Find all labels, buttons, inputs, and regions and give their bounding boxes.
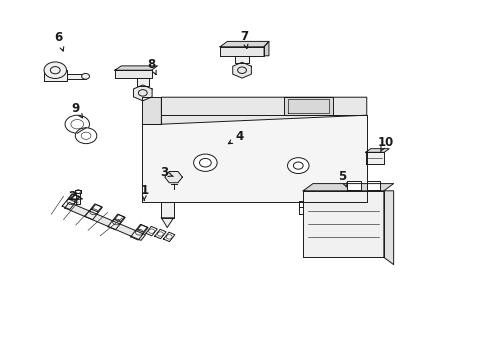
Polygon shape bbox=[142, 97, 161, 124]
Text: 6: 6 bbox=[55, 31, 63, 51]
Circle shape bbox=[81, 73, 89, 79]
Polygon shape bbox=[75, 190, 81, 193]
Polygon shape bbox=[365, 152, 384, 164]
Polygon shape bbox=[145, 226, 157, 236]
Text: 2: 2 bbox=[68, 190, 82, 203]
Polygon shape bbox=[114, 215, 124, 222]
Polygon shape bbox=[76, 193, 80, 204]
Circle shape bbox=[65, 115, 89, 133]
Polygon shape bbox=[220, 47, 264, 56]
Polygon shape bbox=[164, 171, 182, 183]
Polygon shape bbox=[92, 204, 102, 212]
Polygon shape bbox=[234, 56, 249, 63]
Polygon shape bbox=[115, 66, 157, 70]
Polygon shape bbox=[142, 115, 366, 202]
Polygon shape bbox=[67, 74, 85, 79]
Polygon shape bbox=[366, 181, 380, 190]
Polygon shape bbox=[163, 232, 175, 242]
Polygon shape bbox=[65, 202, 145, 240]
Circle shape bbox=[193, 154, 217, 171]
Polygon shape bbox=[137, 225, 147, 232]
Text: 9: 9 bbox=[72, 102, 82, 118]
Polygon shape bbox=[346, 181, 360, 190]
Circle shape bbox=[44, 62, 66, 78]
Polygon shape bbox=[383, 191, 393, 265]
Text: 10: 10 bbox=[376, 136, 393, 152]
Text: 7: 7 bbox=[240, 30, 248, 49]
Polygon shape bbox=[161, 218, 173, 228]
Polygon shape bbox=[133, 85, 152, 101]
Polygon shape bbox=[85, 204, 102, 220]
Polygon shape bbox=[303, 191, 383, 257]
Circle shape bbox=[75, 128, 97, 144]
Polygon shape bbox=[69, 194, 79, 202]
Text: 3: 3 bbox=[160, 166, 173, 179]
Text: 4: 4 bbox=[228, 130, 243, 144]
Text: 8: 8 bbox=[147, 58, 156, 75]
Polygon shape bbox=[154, 229, 166, 239]
Polygon shape bbox=[232, 62, 251, 78]
Circle shape bbox=[287, 158, 308, 174]
Polygon shape bbox=[62, 194, 80, 210]
Polygon shape bbox=[161, 202, 173, 218]
Text: 1: 1 bbox=[140, 184, 148, 200]
Polygon shape bbox=[365, 149, 388, 152]
Polygon shape bbox=[220, 41, 268, 47]
Polygon shape bbox=[303, 184, 393, 191]
Polygon shape bbox=[115, 70, 151, 78]
Polygon shape bbox=[264, 41, 268, 56]
Polygon shape bbox=[283, 97, 332, 115]
Text: 5: 5 bbox=[338, 170, 346, 187]
Polygon shape bbox=[161, 97, 366, 124]
Polygon shape bbox=[130, 224, 148, 240]
Polygon shape bbox=[137, 78, 149, 86]
Polygon shape bbox=[44, 70, 67, 81]
Polygon shape bbox=[108, 214, 125, 230]
